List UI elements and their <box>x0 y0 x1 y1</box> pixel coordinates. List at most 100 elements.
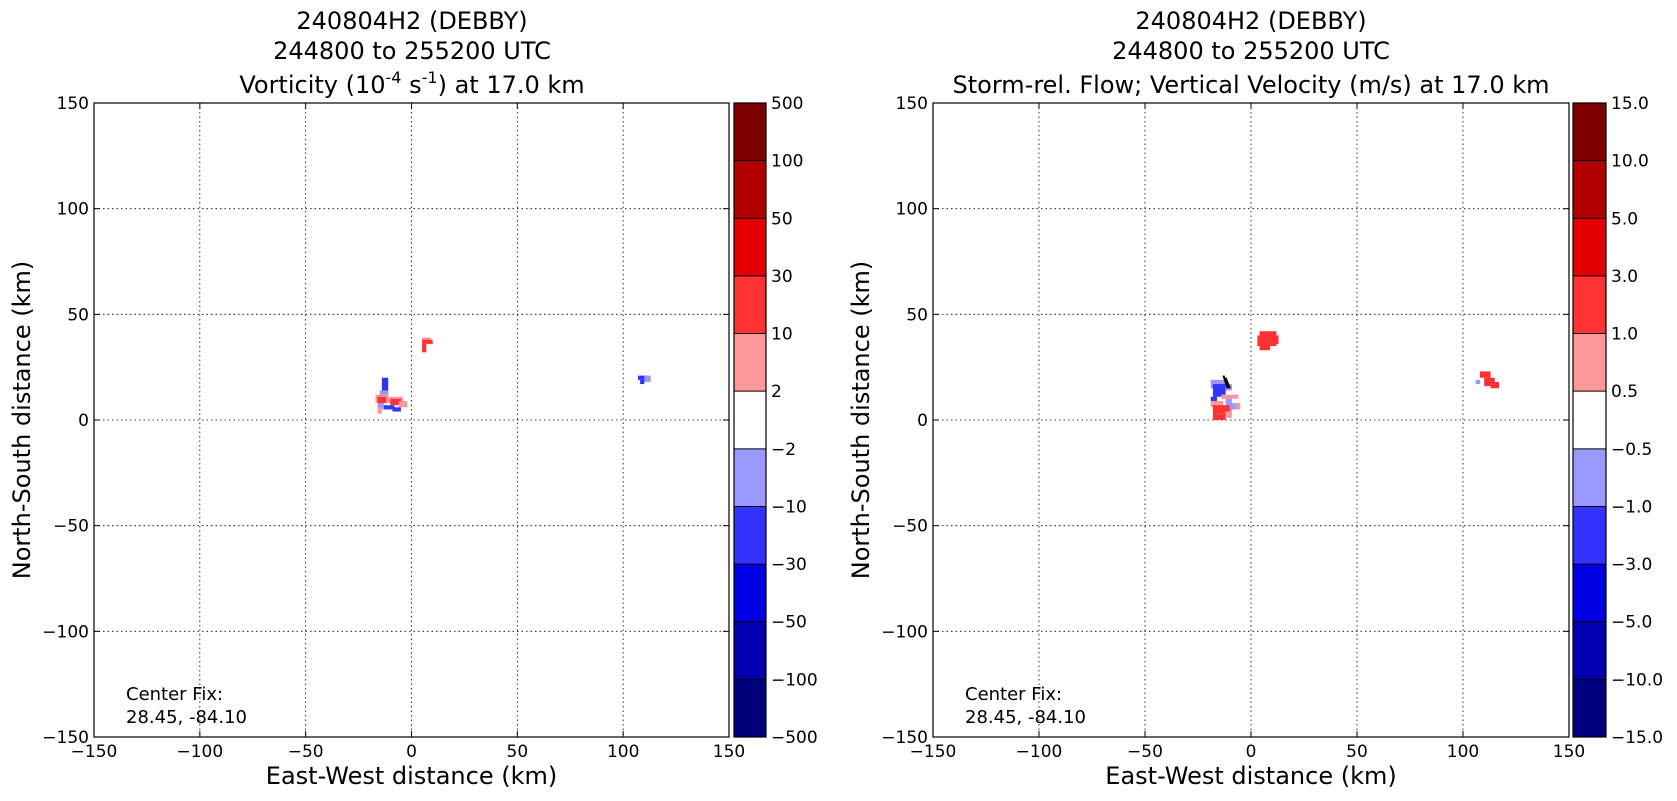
panel1-colorbar-label: −30 <box>771 555 807 575</box>
panel2-colorbar-label: 15.0 <box>1611 94 1649 114</box>
panel1-field-patch <box>390 398 401 406</box>
panel1-colorbar-segment <box>734 564 766 622</box>
panel2-colorbar-segment <box>1573 506 1606 565</box>
panel2-colorbar-label: 1.0 <box>1611 325 1638 345</box>
panel1-xtick-label: −50 <box>288 742 324 762</box>
panel1-field-patch <box>377 403 384 410</box>
panel2-colorbar-label: 0.5 <box>1611 382 1638 402</box>
panel1-title-sup1: -4 <box>386 68 402 87</box>
panel2-ytick-label: −150 <box>881 728 928 748</box>
panel1-colorbar-label: 30 <box>771 267 793 287</box>
panel2-field-patch <box>1479 371 1491 378</box>
panel2-colorbar-segment <box>1573 391 1606 449</box>
panel1-title-mid: s <box>401 71 421 99</box>
panel2-colorbar-label: −15.0 <box>1611 728 1663 748</box>
panel2-flow-arrow <box>1224 377 1231 389</box>
panel2-colorbar-label: −5.0 <box>1611 613 1652 633</box>
panel2-ytick-label: 100 <box>896 200 928 220</box>
panel1-colorbar-label: −10 <box>771 497 807 517</box>
panel1-xtick-label: 50 <box>507 742 529 762</box>
panel2-colorbar-segment <box>1573 621 1606 680</box>
panel1-field-patch <box>383 405 395 410</box>
panel1-colorbar-segment <box>734 160 766 219</box>
panel1-xtick-label: 0 <box>406 742 417 762</box>
panel1-colorbar-segment <box>734 448 766 507</box>
panel1-title-prefix: Vorticity (10 <box>239 71 385 99</box>
panel2-field-patch <box>1212 413 1226 420</box>
panel1-center-fix-text: Center Fix: <box>126 684 223 705</box>
panel1-xtick-label: −150 <box>71 742 118 762</box>
panel1-ylabel: North-South distance (km) <box>8 261 36 580</box>
panel2-colorbar-label: −3.0 <box>1611 555 1652 575</box>
panel1-ytick-label: 100 <box>57 200 89 220</box>
panel1-field-patch <box>392 407 401 412</box>
panel2-xtick-label: −150 <box>910 742 957 762</box>
panel1-center-fix-text: 28.45, -84.10 <box>126 707 247 728</box>
panel2-ylabel: North-South distance (km) <box>847 261 875 580</box>
panel2-field-patch <box>1274 335 1279 344</box>
panel1-ytick-label: −150 <box>42 728 89 748</box>
panel2-colorbar-segment <box>1573 160 1606 219</box>
panel1-field-patch <box>640 379 645 385</box>
panel2-xtick-label: 50 <box>1346 742 1368 762</box>
panel2-ytick-label: 150 <box>896 94 928 114</box>
panel1-colorbar-segment <box>734 391 766 449</box>
panel2-center-fix-text: 28.45, -84.10 <box>965 707 1086 728</box>
panel2-ytick-label: −100 <box>881 622 928 642</box>
panel1-colorbar-label: −50 <box>771 613 807 633</box>
panel1-xtick-label: −100 <box>176 742 223 762</box>
panel2-xtick-label: −50 <box>1127 742 1163 762</box>
panel2-colorbar-segment <box>1573 679 1606 737</box>
panel2-title-prefix: Storm-rel. Flow; Vertical Velocity (m/s)… <box>953 71 1550 99</box>
panel1-xtick-label: 100 <box>607 742 639 762</box>
panel1-colorbar-segment <box>734 506 766 565</box>
panel2-field-patch <box>1221 394 1239 399</box>
panel1-colorbar-label: 2 <box>771 382 782 402</box>
panel2-colorbar-segment <box>1573 564 1606 622</box>
panel1-colorbar-frame <box>733 102 767 738</box>
panel1-field-patch <box>422 339 433 344</box>
panel2-field-patch <box>1229 403 1239 410</box>
panel1-colorbar-segment <box>734 103 766 161</box>
panel1-title-line1: 240804H2 (DEBBY) <box>296 7 527 35</box>
panel1-colorbar-segment <box>734 333 766 392</box>
panel2-field-patch <box>1475 379 1480 385</box>
panel1-colorbar-label: −100 <box>771 670 818 690</box>
panel2-colorbar-segment <box>1573 448 1606 507</box>
panel2-colorbar-label: −0.5 <box>1611 440 1652 460</box>
panel2-colorbar-label: −1.0 <box>1611 497 1652 517</box>
panel1-field-patch <box>381 377 389 395</box>
panel2-xtick-label: 0 <box>1246 742 1257 762</box>
panel2-field-patch <box>1212 384 1226 397</box>
panel1-xlabel: East-West distance (km) <box>266 762 557 790</box>
panel2-flow-arrow <box>1222 375 1229 389</box>
panel2-ytick-label: −50 <box>892 517 928 537</box>
panel1-ytick-label: 150 <box>57 94 89 114</box>
panel2-colorbar-segment <box>1573 333 1606 392</box>
panel2-field-patch <box>1236 403 1241 410</box>
panel2-title-line2: 244800 to 255200 UTC <box>1112 37 1390 65</box>
panel1-ytick-label: −50 <box>53 517 89 537</box>
panel2-field-patch <box>1210 396 1218 401</box>
panel2-field-patch <box>1212 405 1230 414</box>
panel2-xtick-label: 150 <box>1553 742 1585 762</box>
panel1-title-suffix: ) at 17.0 km <box>438 71 585 99</box>
panel1-field-patch <box>644 375 651 382</box>
panel2-colorbar-label: 5.0 <box>1611 209 1638 229</box>
panel2-colorbar-segment <box>1573 103 1606 161</box>
panel2-colorbar-frame <box>1572 102 1607 738</box>
panel1-field-patch <box>377 396 389 404</box>
panel1-field-patch <box>637 375 649 380</box>
panel2-xtick-label: 100 <box>1447 742 1479 762</box>
panel2-ytick-label: 50 <box>906 305 928 325</box>
panel1-colorbar-segment <box>734 218 766 276</box>
panel1-field-patch <box>398 400 408 408</box>
panel2-xtick-label: −100 <box>1016 742 1063 762</box>
panel1-title-sup2: -1 <box>422 68 438 87</box>
panel1-colorbar-label: 10 <box>771 325 793 345</box>
panel1-field-patch <box>422 337 431 342</box>
panel2-field-patch <box>1490 381 1500 389</box>
panel2-colorbar-segment <box>1573 275 1606 334</box>
